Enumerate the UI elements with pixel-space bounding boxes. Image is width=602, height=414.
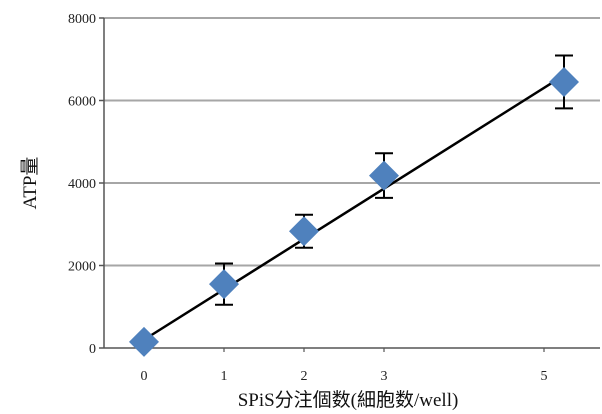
y-axis-title: ATP量 bbox=[20, 157, 41, 210]
y-tick-label: 2000 bbox=[68, 260, 96, 275]
data-point bbox=[369, 160, 399, 191]
data-point bbox=[209, 269, 239, 300]
y-tick-label: 4000 bbox=[68, 177, 96, 192]
data-points bbox=[129, 66, 579, 357]
data-point bbox=[289, 216, 319, 247]
tick-labels: 0 2000 4000 6000 8000 0 1 2 3 5 bbox=[68, 12, 548, 384]
y-tick-label: 6000 bbox=[68, 95, 96, 110]
trendline-group bbox=[143, 76, 561, 341]
data-point bbox=[129, 326, 159, 357]
y-tick-label: 0 bbox=[89, 342, 96, 357]
x-axis-title: SPiS分注個数(細胞数/well) bbox=[238, 389, 459, 411]
x-tick-label: 3 bbox=[381, 369, 388, 384]
x-tick-label: 5 bbox=[541, 369, 548, 384]
trendline bbox=[143, 76, 561, 341]
x-tick-label: 0 bbox=[141, 369, 148, 384]
axes bbox=[99, 17, 600, 352]
gridlines bbox=[104, 17, 600, 267]
y-tick-label: 8000 bbox=[68, 12, 96, 27]
x-tick-label: 1 bbox=[221, 369, 228, 384]
data-point bbox=[549, 66, 579, 97]
x-tick-label: 2 bbox=[301, 369, 308, 384]
